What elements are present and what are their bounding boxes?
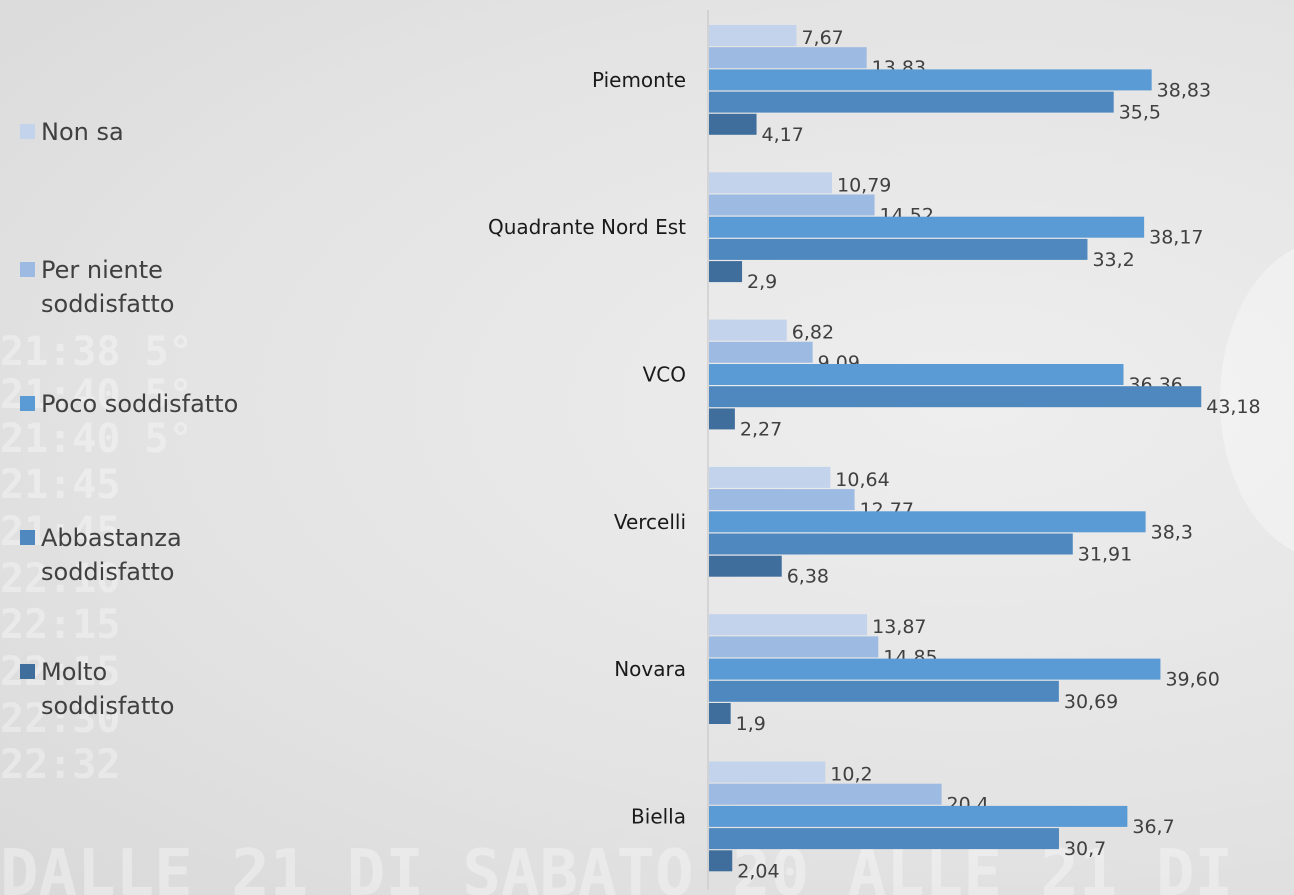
legend-label: Abbastanza soddisfatto [41, 524, 182, 586]
svg-text:22:15: 22:15 [0, 602, 120, 648]
data-label: 6,38 [787, 566, 829, 588]
chart-legend: Non sa Per niente soddisfatto Poco soddisf… [20, 0, 280, 895]
bar [709, 113, 757, 135]
bar [709, 408, 735, 430]
background-clock-face [1220, 248, 1294, 552]
bar [709, 828, 1059, 850]
bar [709, 386, 1202, 408]
bar [709, 658, 1161, 680]
bar [709, 341, 813, 363]
legend-swatch [20, 124, 35, 139]
data-label: 33,2 [1092, 249, 1134, 271]
bar [709, 172, 833, 194]
data-label: 35,5 [1119, 102, 1161, 124]
bar [709, 47, 867, 69]
data-label: 10,79 [837, 174, 891, 196]
legend-item: Per niente soddisfatto [20, 253, 241, 321]
legend-item: Abbastanza soddisfatto [20, 521, 241, 589]
bar [709, 194, 875, 216]
bar [709, 636, 879, 658]
bar [709, 703, 731, 724]
bar [709, 216, 1145, 238]
bar [709, 555, 782, 577]
data-label: 10,2 [830, 764, 872, 786]
data-label: 2,9 [747, 271, 777, 293]
legend-swatch [20, 530, 35, 545]
data-label: 2,04 [737, 860, 779, 882]
svg-text:21:38 5°: 21:38 5° [0, 329, 193, 375]
legend-item: Poco soddisfatto [20, 387, 241, 421]
legend-swatch [20, 664, 35, 679]
legend-item: Non sa [20, 115, 241, 149]
bar [709, 364, 1124, 385]
data-label: 38,83 [1157, 79, 1211, 101]
data-label: 30,7 [1064, 838, 1106, 860]
svg-text:22:32: 22:32 [0, 742, 120, 788]
category-label: Biella [631, 804, 686, 828]
bar [709, 489, 855, 511]
data-label: 39,60 [1165, 669, 1219, 691]
category-label: Quadrante Nord Est [488, 215, 686, 239]
bar [709, 69, 1152, 91]
data-label: 13,87 [872, 616, 926, 638]
bar [709, 783, 942, 805]
category-label: Piemonte [592, 68, 686, 92]
legend-swatch [20, 396, 35, 411]
bar [709, 466, 831, 488]
bar [709, 761, 826, 783]
bar [709, 850, 733, 872]
bar [709, 614, 868, 636]
svg-text:21:40 5°: 21:40 5° [0, 416, 193, 462]
bar [709, 91, 1114, 113]
data-label: 38,3 [1151, 521, 1193, 543]
bar [709, 533, 1073, 555]
data-label: 36,7 [1132, 816, 1174, 838]
data-label: 43,18 [1206, 396, 1260, 418]
data-label: 30,69 [1064, 691, 1118, 713]
bar [709, 319, 787, 341]
bar [709, 805, 1128, 827]
data-label: 38,17 [1149, 227, 1203, 249]
bar [709, 238, 1088, 260]
legend-label: Poco soddisfatto [41, 390, 239, 418]
data-label: 31,91 [1078, 544, 1132, 566]
category-label: VCO [643, 363, 686, 387]
data-label: 6,82 [792, 322, 834, 344]
data-label: 4,17 [762, 124, 804, 146]
bar [709, 680, 1059, 702]
legend-label: Non sa [41, 118, 124, 146]
legend-label: Per niente soddisfatto [41, 256, 175, 318]
category-label: Vercelli [614, 510, 686, 534]
svg-text:21:45: 21:45 [0, 462, 120, 508]
data-label: 10,64 [835, 469, 889, 491]
data-label: 2,27 [740, 418, 782, 440]
category-label: Novara [614, 657, 686, 681]
data-label: 7,67 [801, 27, 843, 49]
bar [709, 511, 1146, 533]
svg-text:22:30: 22:30 [0, 696, 120, 742]
data-label: 1,9 [736, 713, 766, 735]
svg-text:22:10: 22:10 [0, 556, 120, 602]
bar [709, 261, 743, 283]
bar [709, 25, 797, 46]
legend-swatch [20, 262, 35, 277]
legend-item: Molto soddisfatto [20, 655, 241, 723]
legend-label: Molto soddisfatto [41, 658, 175, 720]
